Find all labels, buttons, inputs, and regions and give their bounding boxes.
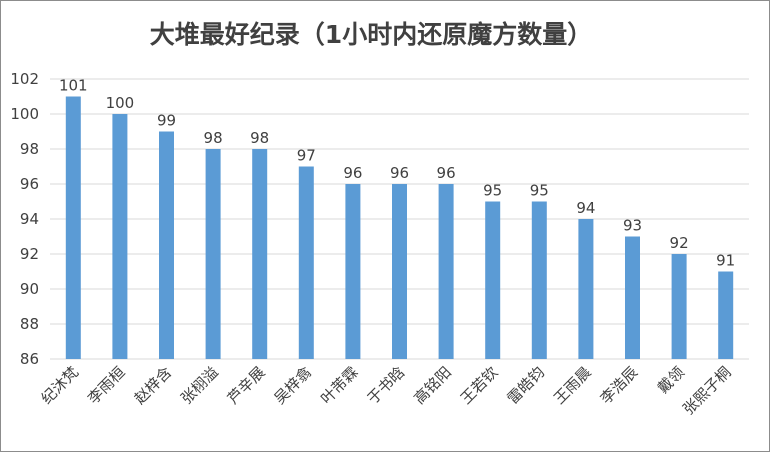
y-tick-label: 98 — [20, 140, 39, 158]
category-label: 张熙子桐 — [679, 363, 734, 418]
bars — [65, 96, 734, 359]
bar-李浩辰 — [625, 236, 640, 359]
bar-于书晗 — [392, 184, 407, 359]
bar-戴领 — [671, 254, 687, 359]
y-tick-label: 92 — [20, 245, 39, 263]
data-label: 97 — [297, 147, 316, 165]
y-tick-label: 88 — [20, 315, 39, 333]
y-tick-label: 100 — [10, 105, 39, 123]
bar-芦辛展 — [252, 149, 268, 359]
category-label: 吴梓翕 — [271, 363, 316, 408]
category-label: 戴领 — [654, 363, 688, 397]
category-label: 于书晗 — [364, 363, 409, 408]
y-tick-label: 94 — [20, 210, 39, 228]
y-axis-ticks: 86 88 90 92 94 96 98 100 102 — [10, 70, 39, 368]
bar-高铭阳 — [438, 184, 454, 359]
data-label: 96 — [390, 164, 409, 182]
data-label: 96 — [343, 164, 362, 182]
category-label: 王雨晨 — [550, 363, 595, 408]
data-label: 95 — [530, 182, 549, 200]
bar-吴梓翕 — [298, 166, 314, 359]
bar-王雨晨 — [578, 219, 594, 359]
category-label: 赵梓含 — [131, 363, 176, 408]
bar-雷皓钧 — [531, 201, 547, 359]
bar-赵梓含 — [159, 131, 174, 359]
data-label: 98 — [250, 129, 269, 147]
category-label: 叶芾霖 — [317, 363, 362, 408]
y-tick-label: 96 — [20, 175, 39, 193]
category-label: 王若钦 — [457, 363, 502, 408]
y-tick-label: 86 — [20, 350, 39, 368]
bar-叶芾霖 — [345, 184, 361, 359]
category-label: 张栩溢 — [177, 363, 222, 408]
category-label: 纪沐梵 — [38, 363, 83, 408]
y-tick-label: 90 — [20, 280, 39, 298]
category-labels: 纪沐梵 李雨桓 赵梓含 张栩溢 芦辛展 吴梓翕 叶芾霖 于书晗 高铭阳 王若钦 雷皓钧 王雨晨 李浩辰戴… — [38, 363, 735, 418]
bar-张栩溢 — [205, 149, 221, 359]
data-label: 101 — [59, 77, 88, 95]
data-label: 95 — [483, 182, 502, 200]
bar-张熙子桐 — [718, 271, 734, 359]
data-label: 92 — [670, 234, 689, 252]
category-label: 高铭阳 — [410, 363, 455, 408]
category-label: 雷皓钧 — [504, 363, 549, 408]
data-label: 100 — [106, 94, 135, 112]
data-label: 94 — [576, 199, 595, 217]
bar-王若钦 — [485, 201, 501, 359]
category-label: 李浩辰 — [597, 363, 642, 408]
data-labels: 101 100 99 98 98 97 96 96 96 95 95 94 93 92 91 — [59, 77, 735, 270]
data-label: 91 — [716, 252, 735, 270]
bar-李雨桓 — [112, 114, 128, 359]
data-label: 96 — [437, 164, 456, 182]
chart-title: 大堆最好纪录（1小时内还原魔方数量） — [150, 20, 592, 49]
data-label: 93 — [623, 217, 642, 235]
category-label: 芦辛展 — [224, 363, 269, 408]
data-label: 98 — [204, 129, 223, 147]
bar-纪沐梵 — [65, 96, 81, 359]
data-label: 99 — [157, 112, 176, 130]
y-tick-label: 102 — [10, 70, 39, 88]
category-label: 李雨桓 — [84, 363, 129, 408]
